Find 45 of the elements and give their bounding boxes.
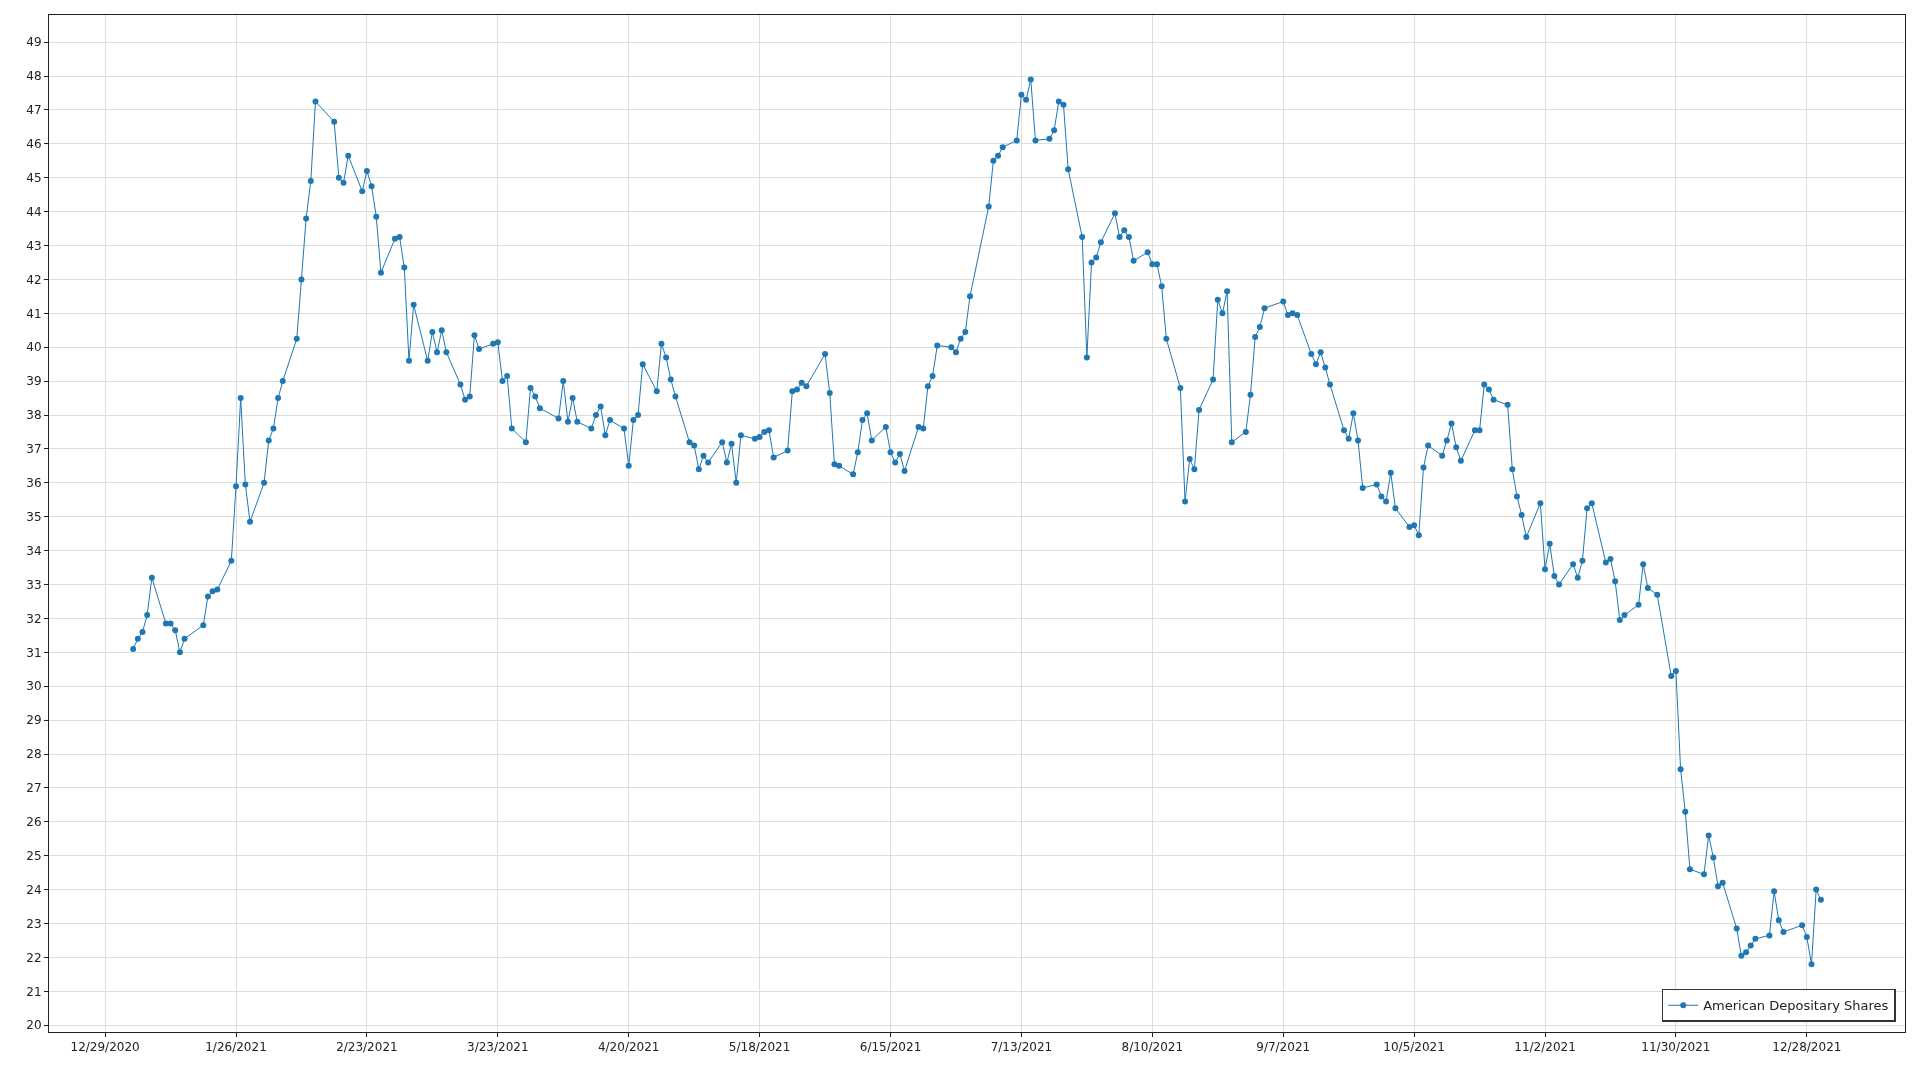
y-tick-label: 24 — [26, 882, 42, 897]
x-tick-label: 8/10/2021 — [1121, 1040, 1184, 1055]
y-tick-label: 28 — [26, 747, 42, 762]
x-tick-label: 4/20/2021 — [597, 1040, 660, 1055]
y-tick-label: 27 — [26, 781, 42, 796]
y-tick-label: 29 — [26, 713, 42, 728]
y-tick-label: 35 — [26, 509, 42, 524]
y-tick-label: 31 — [26, 645, 42, 660]
y-tick-label: 49 — [26, 35, 42, 50]
y-tick-label: 39 — [26, 374, 42, 389]
y-tick-label: 34 — [26, 543, 42, 558]
y-tick-label: 46 — [26, 137, 42, 152]
x-tick-label: 5/18/2021 — [728, 1040, 791, 1055]
x-tick-label: 6/15/2021 — [859, 1040, 922, 1055]
x-tick-label: 7/13/2021 — [990, 1040, 1053, 1055]
y-tick-label: 25 — [26, 848, 42, 863]
y-tick-label: 37 — [26, 442, 42, 457]
y-tick-label: 38 — [26, 408, 42, 423]
y-tick-label: 45 — [26, 170, 42, 185]
y-tick-label: 47 — [26, 103, 42, 118]
y-tick-label: 32 — [26, 611, 42, 626]
y-tick-label: 21 — [26, 984, 42, 999]
y-tick-label: 40 — [26, 340, 42, 355]
y-tick-label: 36 — [26, 476, 42, 491]
x-tick-label: 11/2/2021 — [1514, 1040, 1576, 1055]
x-tick-label: 11/30/2021 — [1641, 1040, 1711, 1055]
y-tick-label: 43 — [26, 238, 42, 253]
y-tick-label: 26 — [26, 815, 42, 830]
x-tick-label: 10/5/2021 — [1383, 1040, 1445, 1055]
y-tick-label: 20 — [26, 1018, 42, 1033]
x-tick-label: 1/26/2021 — [205, 1040, 267, 1055]
x-tick-label: 9/7/2021 — [1256, 1040, 1311, 1055]
y-tick-label: 22 — [26, 950, 42, 965]
y-tick-label: 48 — [26, 69, 42, 84]
y-tick-label: 44 — [26, 204, 42, 219]
y-tick-label: 23 — [26, 916, 42, 931]
y-tick-label: 30 — [26, 679, 42, 694]
x-tick-label: 2/23/2021 — [336, 1040, 398, 1055]
x-tick-label: 12/29/2020 — [70, 1040, 140, 1055]
legend-label: American Depositary Shares — [1703, 998, 1889, 1014]
y-tick-label: 33 — [26, 577, 42, 592]
x-tick-label: 3/23/2021 — [467, 1040, 529, 1055]
y-tick-label: 41 — [26, 306, 42, 321]
y-tick-label: 42 — [26, 272, 42, 287]
x-tick-label: 12/28/2021 — [1772, 1040, 1842, 1055]
